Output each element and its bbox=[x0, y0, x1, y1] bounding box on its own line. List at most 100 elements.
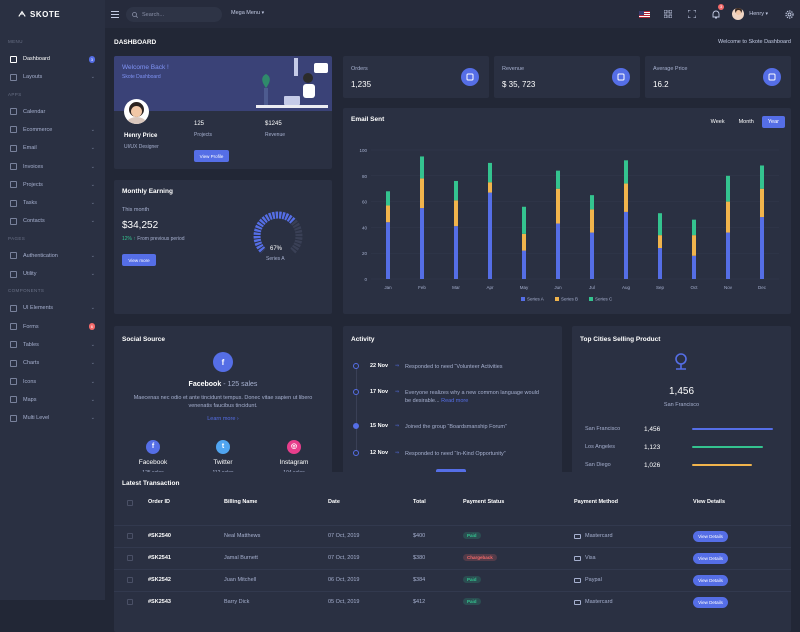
aperture-icon bbox=[10, 378, 17, 385]
cell-name: Neal Matthews bbox=[224, 533, 261, 539]
stat-label: Orders bbox=[351, 66, 368, 72]
status-badge: Paid bbox=[463, 598, 481, 605]
social-item-instagram[interactable]: ◎Instagram104 sales bbox=[269, 440, 319, 476]
user-menu[interactable]: Henry ▾ bbox=[732, 8, 768, 20]
select-all-checkbox[interactable] bbox=[127, 500, 133, 506]
column-header: Order ID bbox=[148, 499, 171, 505]
bar-series-a bbox=[760, 217, 764, 279]
cities-title: Top Cities Selling Product bbox=[580, 336, 661, 343]
search-input[interactable]: Search... bbox=[126, 7, 222, 22]
view-details-button[interactable]: View Details bbox=[693, 531, 728, 542]
y-tick-label: 0 bbox=[364, 277, 367, 282]
bar-series-b bbox=[420, 178, 424, 209]
row-checkbox[interactable] bbox=[127, 555, 133, 561]
profile-name: Henry Price bbox=[124, 133, 158, 139]
view-more-button[interactable]: View more bbox=[122, 254, 156, 266]
view-profile-button[interactable]: View Profile bbox=[194, 150, 229, 162]
fullscreen-button[interactable] bbox=[680, 10, 704, 18]
bar-series-a bbox=[692, 255, 696, 279]
sidebar-item-email[interactable]: Email ⌄ bbox=[0, 139, 105, 157]
menu-toggle-button[interactable] bbox=[110, 9, 120, 19]
sidebar-item-tasks[interactable]: Tasks ⌄ bbox=[0, 194, 105, 212]
notification-badge: 3 bbox=[718, 3, 725, 10]
sidebar-item-authentication[interactable]: Authentication ⌄ bbox=[0, 247, 105, 265]
bar-series-a bbox=[386, 222, 390, 279]
legend-swatch bbox=[589, 297, 593, 301]
topbar: SKOTE Search... Mega Menu ▾ 3 Henry ▾ bbox=[0, 0, 800, 28]
card-icon bbox=[574, 555, 581, 561]
sidebar-item-label: Utility bbox=[23, 271, 37, 277]
read-more-link[interactable]: Read more bbox=[441, 398, 469, 404]
mega-menu-label: Mega Menu bbox=[231, 10, 261, 16]
range-tab-month[interactable]: Month bbox=[738, 119, 754, 125]
earning-period: This month bbox=[122, 207, 150, 213]
sidebar-item-ecommerce[interactable]: Ecommerce ⌄ bbox=[0, 121, 105, 139]
settings-button[interactable] bbox=[778, 9, 800, 19]
bar-series-b bbox=[590, 209, 594, 233]
revenue-value: $1245 bbox=[265, 121, 282, 127]
column-header: Payment Status bbox=[463, 499, 505, 505]
chevron-down-icon: ⌄ bbox=[90, 378, 95, 385]
sidebar-item-icons[interactable]: Icons ⌄ bbox=[0, 373, 105, 391]
bar-series-c bbox=[658, 213, 662, 236]
cell-date: 07 Oct, 2019 bbox=[328, 533, 360, 539]
sidebar-item-utility[interactable]: Utility ⌄ bbox=[0, 265, 105, 283]
view-details-button[interactable]: View Details bbox=[693, 597, 728, 608]
cell-total: $400 bbox=[413, 533, 426, 539]
sidebar-item-projects[interactable]: Projects ⌄ bbox=[0, 176, 105, 194]
sidebar-item-forms[interactable]: Forms 6 bbox=[0, 318, 105, 336]
table-row: #SK2543 Barry Dick 05 Oct, 2019 $412 Paid Mas… bbox=[114, 591, 791, 613]
chevron-down-icon: ⌄ bbox=[90, 252, 95, 259]
brand-logo[interactable]: SKOTE bbox=[0, 0, 105, 28]
sidebar-item-maps[interactable]: Maps ⌄ bbox=[0, 391, 105, 409]
sidebar-item-calendar[interactable]: Calendar bbox=[0, 103, 105, 121]
sidebar-item-multi-level[interactable]: Multi Level ⌄ bbox=[0, 409, 105, 427]
task-icon bbox=[10, 199, 17, 207]
apps-button[interactable] bbox=[656, 10, 680, 18]
social-item-name: Twitter bbox=[213, 459, 233, 466]
column-header: Billing Name bbox=[224, 499, 258, 505]
stat-card-average-price: Average Price 16.2 bbox=[645, 56, 791, 98]
view-details-button[interactable]: View Details bbox=[693, 575, 728, 586]
activity-title: Activity bbox=[351, 336, 375, 343]
social-source-card: Social Source f Facebook - 125 sales Mae… bbox=[114, 326, 332, 490]
cell-id: #SK2540 bbox=[148, 533, 171, 539]
sidebar-item-charts[interactable]: Charts ⌄ bbox=[0, 354, 105, 372]
chevron-down-icon: ⌄ bbox=[90, 126, 95, 133]
chevron-down-icon: ⌄ bbox=[90, 145, 95, 152]
range-tab-year[interactable]: Year bbox=[761, 116, 785, 128]
sidebar-item-dashboard[interactable]: Dashboard 3 bbox=[0, 50, 105, 68]
chart-icon bbox=[10, 359, 17, 367]
fullscreen-icon bbox=[688, 10, 697, 18]
x-tick-label: Feb bbox=[418, 285, 426, 290]
view-details-button[interactable]: View Details bbox=[693, 553, 728, 564]
sidebar-item-contacts[interactable]: Contacts ⌄ bbox=[0, 212, 105, 230]
transactions-title: Latest Transaction bbox=[122, 480, 180, 487]
sidebar-item-layouts[interactable]: Layouts ⌄ bbox=[0, 68, 105, 86]
table-row: #SK2540 Neal Matthews 07 Oct, 2019 $400 Paid… bbox=[114, 525, 791, 547]
bar-series-b bbox=[692, 235, 696, 256]
range-tab-week[interactable]: Week bbox=[710, 119, 725, 125]
learn-more-link[interactable]: Learn more › bbox=[207, 416, 239, 422]
social-item-facebook[interactable]: fFacebook125 sales bbox=[128, 440, 178, 476]
language-flag-button[interactable] bbox=[632, 10, 656, 18]
row-checkbox[interactable] bbox=[127, 577, 133, 583]
sidebar-item-tables[interactable]: Tables ⌄ bbox=[0, 336, 105, 354]
notifications-button[interactable]: 3 bbox=[704, 3, 728, 19]
mega-menu-dropdown[interactable]: Mega Menu ▾ bbox=[231, 10, 264, 16]
sidebar-section-title: COMPONENTS bbox=[8, 288, 45, 294]
city-row: San Diego 1,026 bbox=[572, 462, 791, 474]
bar-series-c bbox=[454, 180, 458, 201]
column-header: Total bbox=[413, 499, 426, 505]
tshirt-icon bbox=[10, 304, 17, 312]
projects-label: Projects bbox=[194, 132, 213, 138]
sidebar-item-ui-elements[interactable]: UI Elements ⌄ bbox=[0, 299, 105, 317]
sidebar-item-invoices[interactable]: Invoices ⌄ bbox=[0, 158, 105, 176]
social-description: Maecenas nec odio et ante tincidunt temp… bbox=[133, 395, 313, 409]
x-tick-label: Mar bbox=[452, 285, 460, 290]
social-item-twitter[interactable]: tTwitter112 sales bbox=[198, 440, 248, 476]
arrow-right-icon: ⇒ bbox=[395, 450, 400, 456]
row-checkbox[interactable] bbox=[127, 533, 133, 539]
sidebar-item-label: Maps bbox=[23, 396, 37, 403]
facebook-icon: f bbox=[146, 440, 160, 454]
